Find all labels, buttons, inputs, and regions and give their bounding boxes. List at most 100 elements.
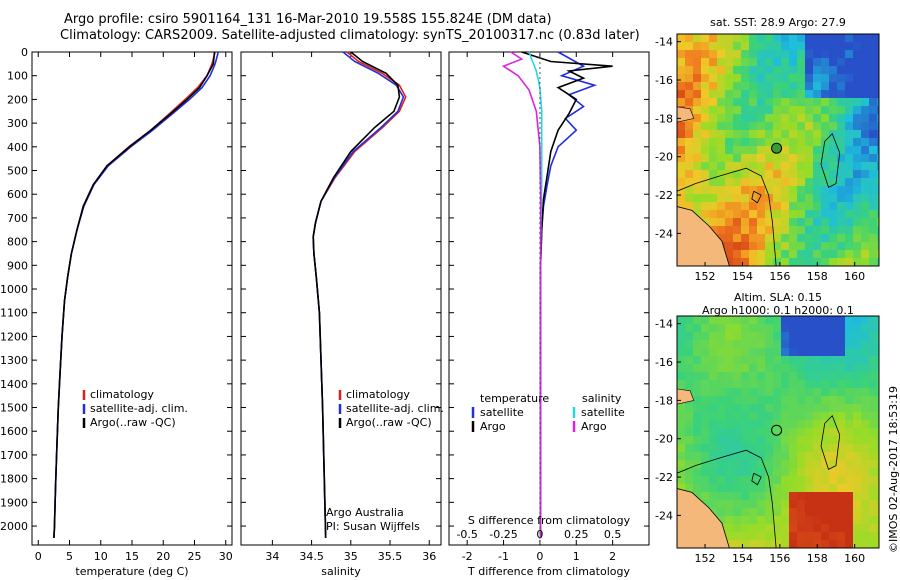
map-cell [853, 114, 861, 122]
map-cell [781, 130, 789, 138]
map-cell [853, 372, 861, 380]
map-cell [749, 146, 757, 154]
map-cell [701, 82, 709, 90]
map-cell [829, 98, 837, 106]
map-cell [765, 316, 773, 324]
map-cell [757, 234, 765, 242]
map-cell [733, 436, 741, 444]
map-cell [685, 404, 693, 412]
map-cell [805, 500, 813, 508]
map-cell [829, 372, 837, 380]
map-cell [725, 226, 733, 234]
map-cell [749, 178, 757, 186]
map-cell [853, 364, 861, 372]
map-cell [757, 258, 765, 266]
map-cell [773, 324, 781, 332]
map-cell [861, 178, 869, 186]
map-cell [685, 332, 693, 340]
map-cell [741, 380, 749, 388]
map-cell [717, 138, 725, 146]
map-cell [837, 460, 845, 468]
map-cell [861, 98, 869, 106]
map-cell [805, 226, 813, 234]
map-cell [717, 186, 725, 194]
map-cell [781, 98, 789, 106]
map-cell [773, 34, 781, 42]
map-cell [805, 316, 813, 324]
map-cell [757, 202, 765, 210]
map-cell [701, 50, 709, 58]
map-cell [765, 154, 773, 162]
map-cell [685, 42, 693, 50]
map-cell [781, 468, 789, 476]
map-cell [677, 428, 685, 436]
map-cell [797, 420, 805, 428]
map-cell [733, 226, 741, 234]
map-cell [829, 428, 837, 436]
map-cell [749, 412, 757, 420]
map-cell [877, 66, 879, 74]
map-xtick-label: 156 [769, 270, 790, 283]
map-cell [861, 532, 869, 540]
map-cell [741, 500, 749, 508]
map-cell [805, 372, 813, 380]
map-cell [765, 420, 773, 428]
map-cell [733, 452, 741, 460]
map-cell [765, 460, 773, 468]
map-cell [805, 452, 813, 460]
map-cell [685, 436, 693, 444]
map-cell [717, 348, 725, 356]
map-cell [869, 436, 877, 444]
map-cell [733, 428, 741, 436]
temperature-legend-label: climatology [90, 388, 154, 401]
map-cell [813, 420, 821, 428]
map-cell [773, 178, 781, 186]
map-cell [733, 476, 741, 484]
map-cell [701, 340, 709, 348]
map-cell [877, 90, 879, 98]
map-cell [853, 42, 861, 50]
map-cell [781, 340, 789, 348]
map-cell [725, 476, 733, 484]
map-cell [757, 460, 765, 468]
diff-s-tick-label: 0.5 [604, 528, 622, 541]
depth-tick-label: 700 [7, 212, 28, 225]
map-cell [789, 50, 797, 58]
map-cell [805, 146, 813, 154]
map-cell [677, 348, 685, 356]
map-cell [741, 324, 749, 332]
map-cell [741, 210, 749, 218]
map-cell [765, 138, 773, 146]
salinity-legend-label: satellite-adj. clim. [346, 402, 444, 415]
map-cell [749, 484, 757, 492]
map-cell [693, 114, 701, 122]
map-cell [869, 250, 877, 258]
map-cell [805, 130, 813, 138]
map-cell [805, 444, 813, 452]
map-cell [805, 90, 813, 98]
temperature-xlabel: temperature (deg C) [75, 565, 188, 578]
map-cell [773, 372, 781, 380]
map-cell [853, 516, 861, 524]
map-cell [757, 42, 765, 50]
map-cell [837, 98, 845, 106]
map-cell [813, 404, 821, 412]
map-cell [813, 380, 821, 388]
map-cell [773, 258, 781, 266]
map-cell [765, 258, 773, 266]
map-cell [709, 420, 717, 428]
map-cell [829, 444, 837, 452]
map-cell [693, 380, 701, 388]
diff-s-tick-label: 0 [536, 528, 543, 541]
map-xtick-label: 158 [807, 270, 828, 283]
map-cell [701, 356, 709, 364]
map-cell [813, 58, 821, 66]
map-cell [789, 380, 797, 388]
map-cell [685, 476, 693, 484]
map-cell [821, 242, 829, 250]
map-cell [861, 106, 869, 114]
map-cell [773, 226, 781, 234]
map-cell [789, 154, 797, 162]
map-cell [773, 74, 781, 82]
map-cell [733, 138, 741, 146]
